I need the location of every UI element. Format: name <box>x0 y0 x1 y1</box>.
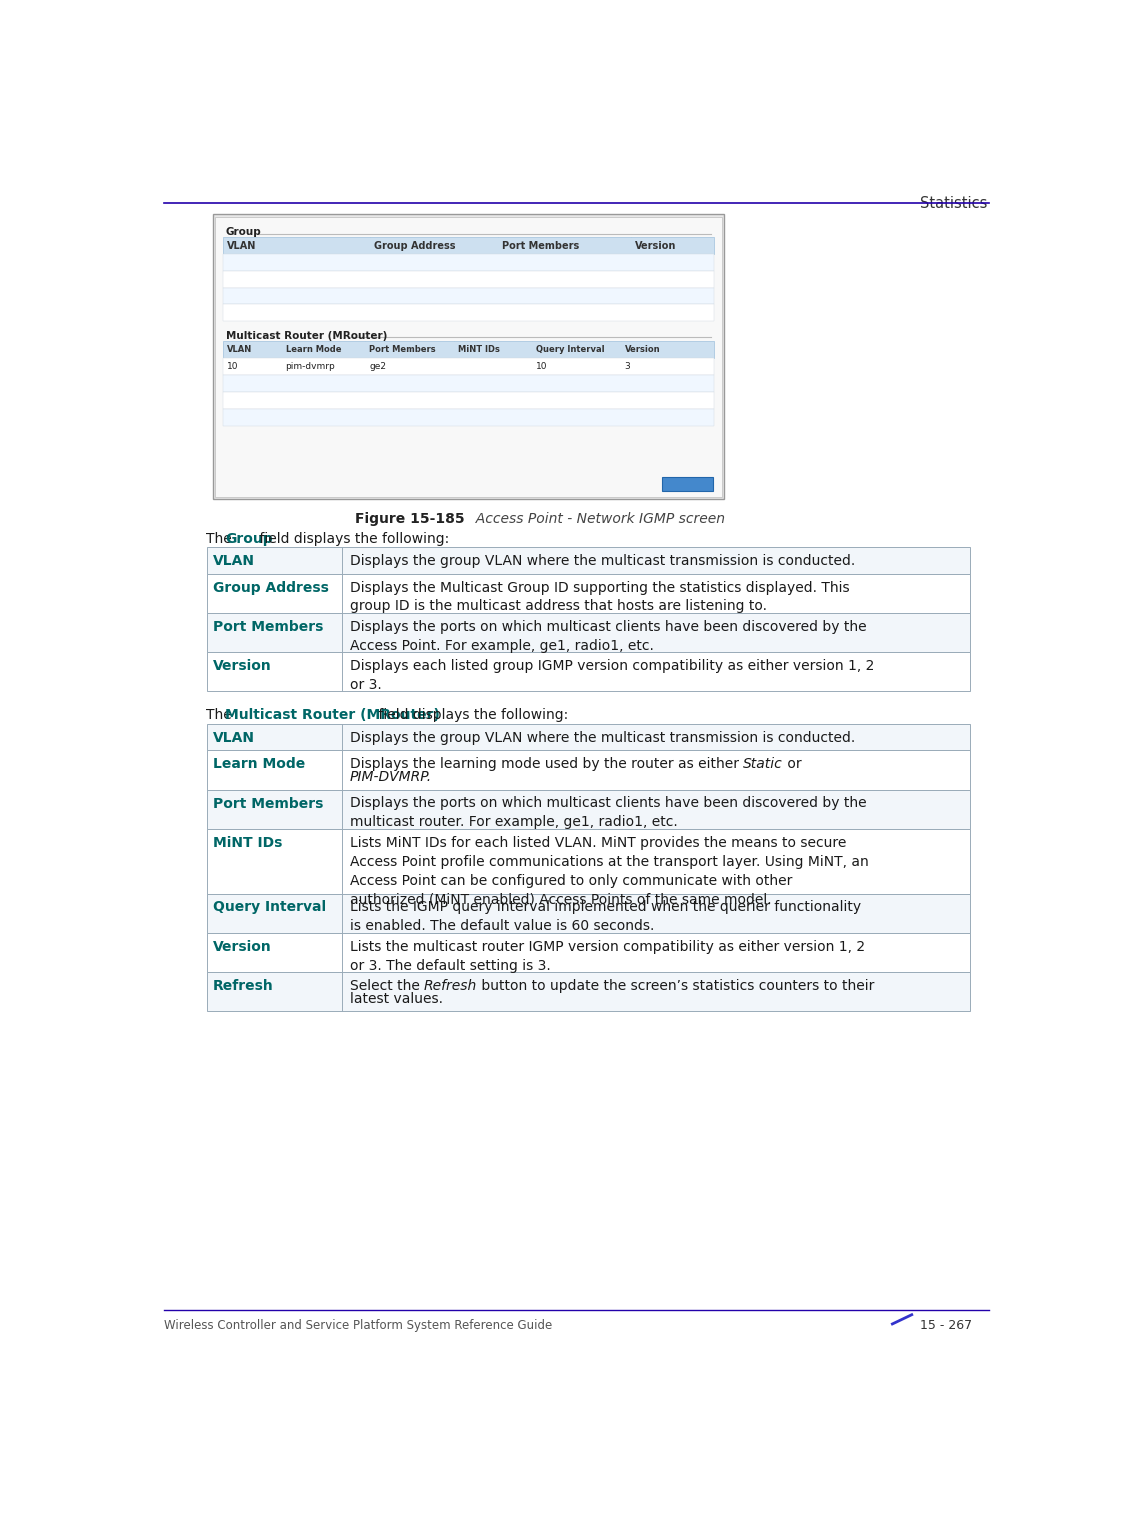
Bar <box>207 972 970 1012</box>
Bar <box>223 253 714 270</box>
Text: Version: Version <box>213 939 271 954</box>
Text: Lists MiNT IDs for each listed VLAN. MiNT provides the means to secure
Access Po: Lists MiNT IDs for each listed VLAN. MiN… <box>350 836 868 907</box>
Text: Displays the Multicast Group ID supporting the statistics displayed. This
group : Displays the Multicast Group ID supporti… <box>350 581 849 613</box>
Bar <box>207 933 970 972</box>
Bar <box>663 476 712 492</box>
Text: Static: Static <box>744 757 783 771</box>
Text: Group Address: Group Address <box>213 581 328 595</box>
Text: field displays the following:: field displays the following: <box>254 531 449 546</box>
Bar <box>223 288 714 305</box>
Bar <box>207 573 970 613</box>
Bar <box>223 270 714 288</box>
Text: Refresh: Refresh <box>424 978 477 994</box>
Text: button to update the screen’s statistics counters to their: button to update the screen’s statistics… <box>477 978 875 994</box>
Text: Query Interval: Query Interval <box>213 901 326 915</box>
Bar <box>207 894 970 933</box>
Text: Version: Version <box>624 346 660 355</box>
Bar <box>207 613 970 652</box>
Bar <box>207 751 970 789</box>
Text: Lists the IGMP query interval implemented when the querier functionality
is enab: Lists the IGMP query interval implemente… <box>350 901 861 933</box>
Text: 10: 10 <box>226 363 238 372</box>
Text: ge2: ge2 <box>369 363 386 372</box>
Text: VLAN: VLAN <box>226 241 256 250</box>
Text: Version: Version <box>213 658 271 674</box>
Text: PIM-DVMRP.: PIM-DVMRP. <box>350 771 432 784</box>
Bar <box>223 410 714 426</box>
Text: Multicast Router (MRouter): Multicast Router (MRouter) <box>226 331 387 341</box>
Text: Query Interval: Query Interval <box>537 346 605 355</box>
Bar <box>223 358 714 375</box>
Bar <box>207 548 970 573</box>
Bar <box>207 724 970 751</box>
Text: Port Members: Port Members <box>369 346 435 355</box>
Bar <box>223 393 714 410</box>
Text: Group: Group <box>226 228 262 238</box>
Text: Displays the ports on which multicast clients have been discovered by the
Access: Displays the ports on which multicast cl… <box>350 620 866 652</box>
Bar <box>223 341 714 358</box>
Text: Displays the learning mode used by the router as either: Displays the learning mode used by the r… <box>350 757 744 771</box>
Text: Port Members: Port Members <box>213 620 323 634</box>
Bar <box>223 305 714 322</box>
Text: latest values.: latest values. <box>350 992 443 1006</box>
Bar <box>213 214 724 499</box>
Text: Refresh: Refresh <box>665 479 710 488</box>
Bar <box>207 652 970 692</box>
Text: VLAN: VLAN <box>213 554 254 567</box>
Text: Multicast Router (MRouter): Multicast Router (MRouter) <box>225 708 440 722</box>
Text: Displays the group VLAN where the multicast transmission is conducted.: Displays the group VLAN where the multic… <box>350 731 855 745</box>
Text: VLAN: VLAN <box>226 346 252 355</box>
Text: Displays the ports on which multicast clients have been discovered by the
multic: Displays the ports on which multicast cl… <box>350 796 866 830</box>
Text: MiNT IDs: MiNT IDs <box>458 346 500 355</box>
Text: Group Address: Group Address <box>374 241 456 250</box>
Text: Learn Mode: Learn Mode <box>286 346 341 355</box>
Bar <box>207 789 970 828</box>
Text: Displays each listed group IGMP version compatibility as either version 1, 2
or : Displays each listed group IGMP version … <box>350 658 874 692</box>
Text: or: or <box>783 757 802 771</box>
Text: VLAN: VLAN <box>213 731 254 745</box>
Text: Displays the group VLAN where the multicast transmission is conducted.: Displays the group VLAN where the multic… <box>350 554 855 567</box>
Text: 3: 3 <box>624 363 630 372</box>
Text: Refresh: Refresh <box>213 978 273 994</box>
Text: 15 - 267: 15 - 267 <box>919 1320 972 1332</box>
Text: Select the: Select the <box>350 978 424 994</box>
Bar <box>207 828 970 894</box>
Text: Statistics: Statistics <box>920 196 988 211</box>
Text: Version: Version <box>634 241 676 250</box>
Text: Lists the multicast router IGMP version compatibility as either version 1, 2
or : Lists the multicast router IGMP version … <box>350 939 865 972</box>
Text: Wireless Controller and Service Platform System Reference Guide: Wireless Controller and Service Platform… <box>164 1320 552 1332</box>
Text: field displays the following:: field displays the following: <box>374 708 568 722</box>
Text: The: The <box>207 531 236 546</box>
Bar <box>215 217 722 498</box>
Text: Group: Group <box>225 531 272 546</box>
Text: The: The <box>207 708 236 722</box>
Bar <box>223 237 714 253</box>
Bar <box>223 375 714 393</box>
Text: 10: 10 <box>537 363 548 372</box>
Text: Access Point - Network IGMP screen: Access Point - Network IGMP screen <box>467 511 724 525</box>
Text: Port Members: Port Members <box>502 241 579 250</box>
Text: pim-dvmrp: pim-dvmrp <box>286 363 335 372</box>
Text: Learn Mode: Learn Mode <box>213 757 305 771</box>
Text: Port Members: Port Members <box>213 796 323 810</box>
Text: Figure 15-185: Figure 15-185 <box>356 511 465 525</box>
Text: MiNT IDs: MiNT IDs <box>213 836 282 850</box>
